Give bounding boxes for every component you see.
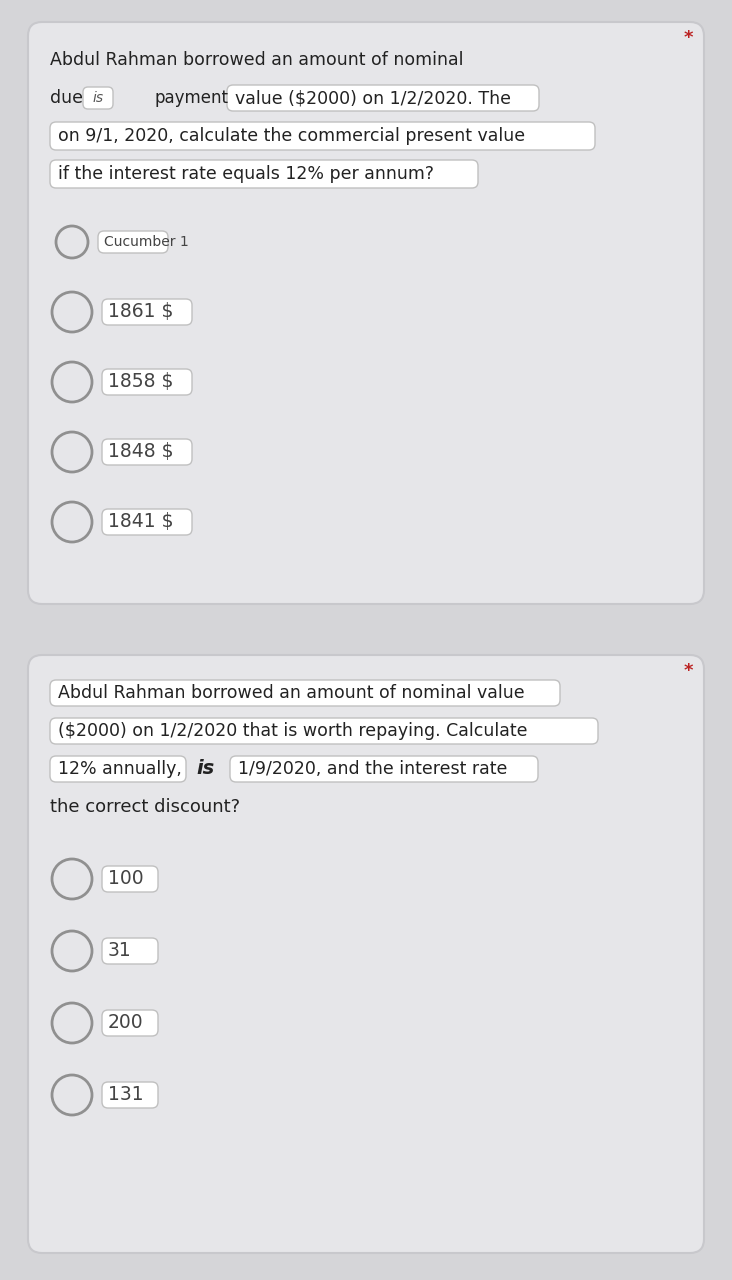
Text: Abdul Rahman borrowed an amount of nominal: Abdul Rahman borrowed an amount of nomin…	[50, 51, 463, 69]
FancyBboxPatch shape	[102, 1010, 158, 1036]
Text: 1858 $: 1858 $	[108, 372, 173, 392]
FancyBboxPatch shape	[50, 122, 595, 150]
FancyBboxPatch shape	[230, 756, 538, 782]
Text: *: *	[683, 662, 692, 680]
Text: ($2000) on 1/2/2020 that is worth repaying. Calculate: ($2000) on 1/2/2020 that is worth repayi…	[58, 722, 528, 740]
FancyBboxPatch shape	[102, 369, 192, 396]
Text: is: is	[92, 91, 103, 105]
Text: *: *	[683, 29, 692, 47]
Text: payment: payment	[155, 90, 229, 108]
Text: if the interest rate equals 12% per annum?: if the interest rate equals 12% per annu…	[58, 165, 434, 183]
Text: 31: 31	[108, 942, 132, 960]
FancyBboxPatch shape	[102, 509, 192, 535]
FancyBboxPatch shape	[50, 680, 560, 707]
FancyBboxPatch shape	[83, 87, 113, 109]
Text: value ($2000) on 1/2/2020. The: value ($2000) on 1/2/2020. The	[235, 90, 511, 108]
Text: 100: 100	[108, 869, 143, 888]
FancyBboxPatch shape	[50, 160, 478, 188]
FancyBboxPatch shape	[50, 718, 598, 744]
Text: 1841 $: 1841 $	[108, 512, 173, 531]
FancyBboxPatch shape	[28, 22, 704, 604]
FancyBboxPatch shape	[102, 867, 158, 892]
FancyBboxPatch shape	[102, 938, 158, 964]
Text: due: due	[50, 90, 83, 108]
Text: 1/9/2020, and the interest rate: 1/9/2020, and the interest rate	[238, 760, 507, 778]
Text: is: is	[196, 759, 214, 778]
FancyBboxPatch shape	[102, 439, 192, 465]
Text: 12% annually,: 12% annually,	[58, 760, 182, 778]
FancyBboxPatch shape	[28, 655, 704, 1253]
FancyBboxPatch shape	[227, 84, 539, 111]
Text: Abdul Rahman borrowed an amount of nominal value: Abdul Rahman borrowed an amount of nomin…	[58, 684, 525, 701]
Text: on 9/1, 2020, calculate the commercial present value: on 9/1, 2020, calculate the commercial p…	[58, 127, 525, 145]
Text: 1848 $: 1848 $	[108, 443, 173, 462]
FancyBboxPatch shape	[102, 300, 192, 325]
FancyBboxPatch shape	[50, 756, 186, 782]
FancyBboxPatch shape	[102, 1082, 158, 1108]
Text: 131: 131	[108, 1085, 143, 1105]
FancyBboxPatch shape	[98, 230, 168, 253]
Text: 200: 200	[108, 1014, 143, 1033]
Text: the correct discount?: the correct discount?	[50, 797, 240, 817]
Text: Cucumber 1: Cucumber 1	[104, 236, 189, 250]
Text: 1861 $: 1861 $	[108, 302, 173, 321]
